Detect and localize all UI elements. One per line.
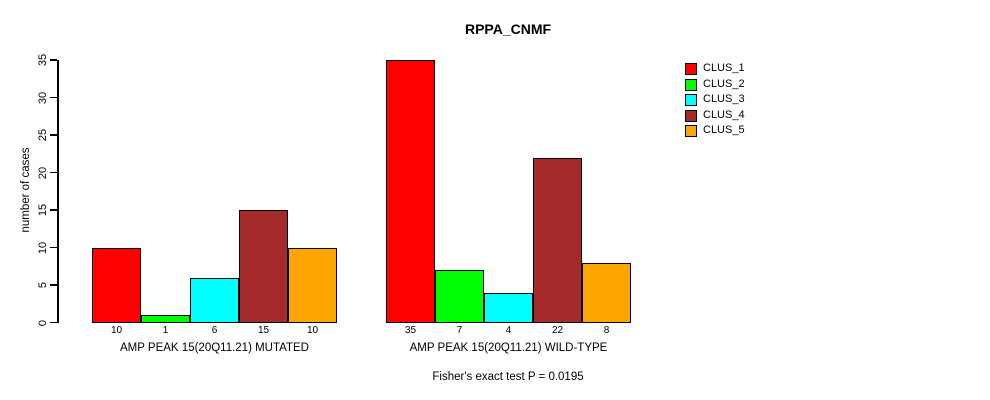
legend-swatch-clus_4 bbox=[685, 109, 697, 122]
legend-swatch-clus_2 bbox=[685, 78, 697, 91]
bar-clus_2-group1 bbox=[141, 315, 190, 323]
y-axis-tick-label: 30 bbox=[37, 91, 49, 104]
y-axis-tick-label: 5 bbox=[37, 281, 49, 289]
bar-value-label: 10 bbox=[306, 325, 319, 336]
y-axis-tick-label: 20 bbox=[37, 166, 49, 179]
chart-title: RPPA_CNMF bbox=[464, 21, 552, 37]
y-axis-tick bbox=[50, 284, 57, 286]
bar-clus_5-group2 bbox=[582, 262, 631, 323]
y-axis-tick bbox=[50, 209, 57, 211]
y-axis-tick-label: 15 bbox=[37, 203, 49, 217]
bar-value-label: 8 bbox=[603, 325, 610, 336]
y-axis-tick-label: 10 bbox=[37, 241, 49, 254]
bar-value-label: 6 bbox=[211, 325, 218, 336]
y-axis-tick-label: 35 bbox=[37, 53, 49, 67]
group-label: AMP PEAK 15(20Q11.21) WILD-TYPE bbox=[409, 342, 608, 354]
y-axis-tick bbox=[50, 171, 57, 174]
y-axis-tick bbox=[50, 134, 57, 136]
y-axis-tick-label: 25 bbox=[37, 128, 49, 142]
bar-value-label: 35 bbox=[404, 325, 417, 336]
bar-clus_2-group2 bbox=[435, 270, 484, 323]
y-axis-tick bbox=[50, 321, 57, 324]
legend-label: CLUS_1 bbox=[703, 62, 745, 74]
bar-clus_3-group2 bbox=[484, 292, 533, 323]
bar-value-label: 7 bbox=[456, 325, 463, 336]
bar-clus_1-group1 bbox=[92, 247, 141, 323]
bar-clus_1-group2 bbox=[386, 60, 435, 323]
legend-label: CLUS_2 bbox=[703, 77, 745, 90]
bar-clus_5-group1 bbox=[288, 247, 337, 323]
bar-clus_3-group1 bbox=[190, 277, 239, 323]
y-axis-tick bbox=[50, 59, 57, 61]
y-axis-title: number of cases bbox=[20, 147, 32, 233]
bar-value-label: 1 bbox=[162, 325, 169, 336]
bar-clus_4-group2 bbox=[533, 157, 582, 323]
legend-swatch-clus_5 bbox=[685, 125, 697, 137]
bar-value-label: 4 bbox=[505, 325, 512, 336]
legend-swatch-clus_3 bbox=[685, 94, 697, 106]
legend-swatch-clus_1 bbox=[685, 63, 697, 75]
footnote: Fisher's exact test P = 0.0195 bbox=[432, 371, 584, 383]
y-axis-line bbox=[57, 60, 59, 323]
bar-value-label: 22 bbox=[551, 325, 564, 336]
y-axis-tick bbox=[50, 96, 57, 99]
bar-value-label: 15 bbox=[257, 325, 270, 336]
y-axis-tick-label: 0 bbox=[37, 319, 49, 326]
bar-clus_4-group1 bbox=[239, 210, 288, 323]
group-label: AMP PEAK 15(20Q11.21) MUTATED bbox=[120, 342, 309, 354]
legend-label: CLUS_4 bbox=[703, 108, 745, 121]
y-axis-tick bbox=[50, 246, 57, 249]
bar-value-label: 10 bbox=[110, 325, 123, 336]
legend-label: CLUS_5 bbox=[703, 124, 745, 136]
legend-label: CLUS_3 bbox=[703, 93, 745, 105]
